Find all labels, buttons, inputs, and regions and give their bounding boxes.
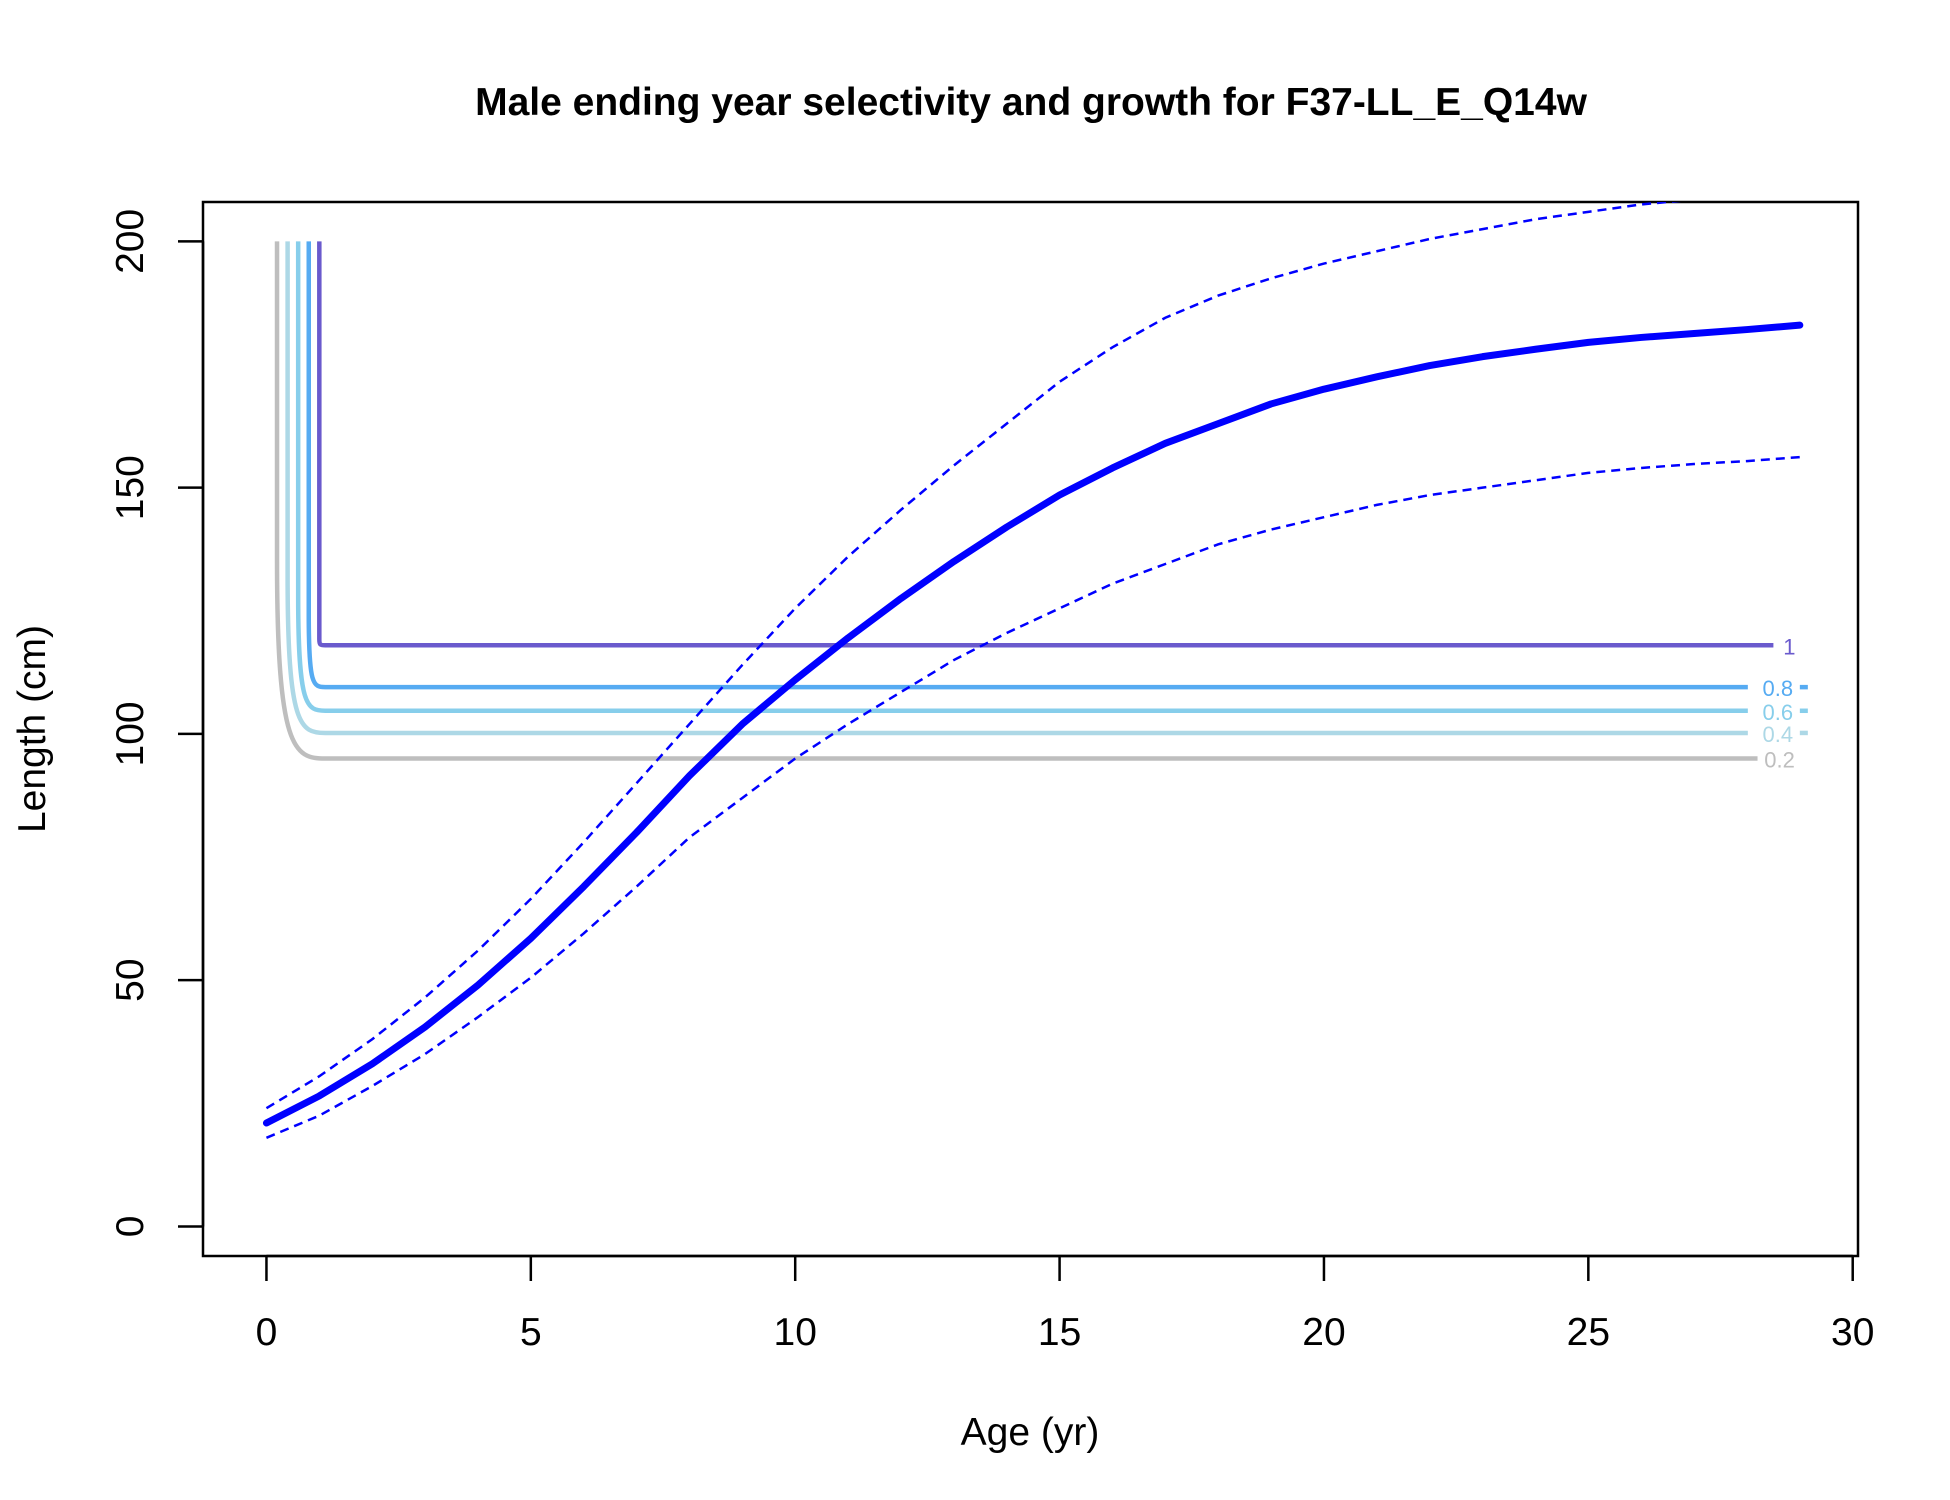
selectivity-contour-line [317,241,1774,648]
x-axis: 0 5 10 15 20 25 30 [256,1254,1874,1354]
y-tick-label: 0 [109,1216,152,1238]
contour-level-label: 0.8 [1763,676,1794,701]
y-axis-label: Length (cm) [11,625,54,833]
y-axis: 0 50 100 150 200 [109,209,205,1238]
contour-level-label: 1 [1783,634,1795,659]
growth-lower-bound-line [265,455,1800,1139]
y-tick-label: 50 [109,958,152,1001]
x-tick-label: 25 [1567,1311,1610,1354]
selectivity-contours: 0.20.40.60.8 1 [274,241,1808,773]
x-tick-label: 30 [1831,1311,1874,1354]
growth-upper-bound-line [265,202,1682,1110]
x-tick-label: 10 [774,1311,817,1354]
x-tick-label: 15 [1038,1311,1081,1354]
selectivity-contour-line [274,241,1758,761]
x-tick-label: 0 [256,1311,278,1354]
growth-mean-line [262,321,1804,1127]
selectivity-contour-line [285,241,1748,736]
selectivity-contour-line [295,241,1748,714]
contour-level-label: 0.6 [1763,700,1794,725]
growth-curves [262,202,1804,1139]
x-tick-label: 5 [520,1311,542,1354]
contour-level-label: 0.4 [1763,722,1794,747]
y-tick-label: 200 [109,209,152,274]
chart-title: Male ending year selectivity and growth … [475,81,1587,124]
x-tick-label: 20 [1302,1311,1345,1354]
selectivity-contour-line [306,241,1748,690]
y-tick-label: 100 [109,701,152,766]
x-axis-label: Age (yr) [961,1411,1100,1454]
y-tick-label: 150 [109,455,152,520]
contour-level-label: 0.2 [1764,748,1795,773]
